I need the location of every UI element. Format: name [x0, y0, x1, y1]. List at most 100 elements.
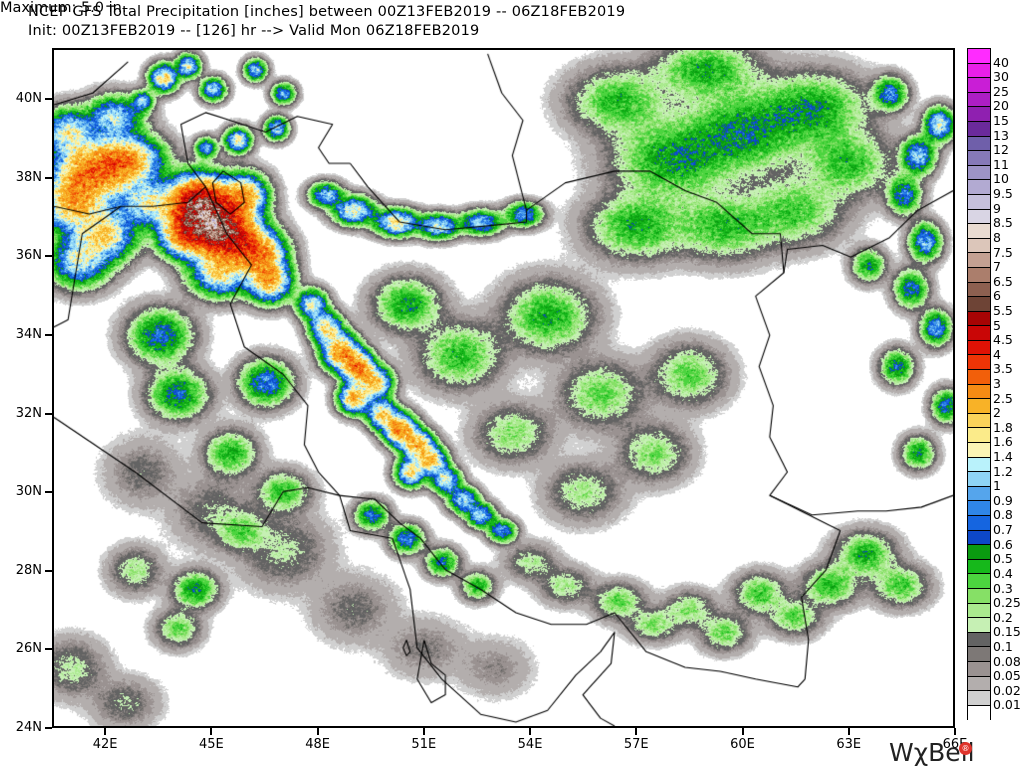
colorbar-label: 0.6	[993, 536, 1013, 552]
colorbar-label: 0.25	[993, 595, 1021, 611]
colorbar-label: 9	[993, 200, 1001, 216]
colorbar-label: 10	[993, 171, 1009, 187]
colorbar-label: 0.9	[993, 492, 1013, 508]
colorbar-swatch	[968, 618, 990, 633]
colorbar-label: 40	[993, 54, 1009, 70]
colorbar-swatch	[968, 311, 990, 327]
colorbar-label: 6	[993, 288, 1001, 304]
longitude-tick	[529, 728, 532, 735]
colorbar-swatch	[968, 559, 990, 575]
latitude-tick-label: 32N	[15, 405, 42, 421]
colorbar-label: 6.5	[993, 273, 1013, 289]
latitude-tick-label: 28N	[15, 562, 42, 578]
latitude-tick	[45, 569, 52, 572]
colorbar-swatch	[968, 151, 990, 166]
colorbar-tick-labels: 40 30 25 20 15 13 12 11 10 9.5 9 8.5 8 7.5 7 6.5 6 5.5 5 4.…	[993, 48, 1024, 720]
colorbar-label: 0.8	[993, 507, 1013, 523]
colorbar-label: 1.6	[993, 434, 1013, 450]
latitude-tick	[45, 255, 52, 258]
colorbar-swatch	[968, 632, 990, 648]
colorbar-swatch	[968, 676, 990, 692]
chart-title: NCEP GFS Total Precipitation [inches] be…	[28, 4, 626, 20]
colorbar-label: 5	[993, 317, 1001, 333]
colorbar-swatch	[968, 370, 990, 385]
colorbar-swatch	[968, 326, 990, 341]
colorbar-label: 0.02	[993, 682, 1021, 698]
chart-header: NCEP GFS Total Precipitation [inches] be…	[0, 0, 1024, 46]
latitude-tick	[45, 176, 52, 179]
colorbar-label: 8	[993, 229, 1001, 245]
colorbar-label: 0.1	[993, 638, 1013, 654]
colorbar-label: 0.15	[993, 624, 1021, 640]
colorbar-swatch	[968, 297, 990, 312]
colorbar-swatch	[968, 443, 990, 458]
latitude-tick	[45, 98, 52, 101]
longitude-tick-label: 63E	[836, 737, 862, 752]
longitude-tick-label: 42E	[92, 737, 118, 752]
longitude-tick	[210, 728, 213, 735]
colorbar-label: 9.5	[993, 186, 1013, 202]
latitude-tick-label: 24N	[15, 720, 42, 735]
colorbar-swatch	[968, 180, 990, 195]
colorbar-swatch	[968, 267, 990, 283]
colorbar-swatch	[968, 691, 990, 706]
longitude-tick-label: 51E	[411, 737, 437, 752]
colorbar-swatch	[968, 545, 990, 560]
longitude-tick	[741, 728, 744, 735]
colorbar-label: 0.3	[993, 580, 1013, 596]
longitude-tick	[847, 728, 850, 735]
colorbar-swatch	[968, 209, 990, 225]
colorbar-label: 11	[993, 156, 1009, 172]
colorbar-label: 3.5	[993, 361, 1013, 377]
colorbar-label: 1.8	[993, 419, 1013, 435]
colorbar-swatch	[968, 457, 990, 473]
colorbar-swatch	[968, 384, 990, 400]
colorbar-label: 0.08	[993, 653, 1021, 669]
latitude-tick	[45, 727, 52, 729]
colorbar-swatch	[968, 472, 990, 487]
latitude-tick-label: 38N	[15, 169, 42, 185]
colorbar-swatch	[968, 501, 990, 516]
longitude-tick-label: 57E	[623, 737, 649, 752]
colorbar-label: 0.01	[993, 697, 1021, 713]
colorbar-label: 8.5	[993, 215, 1013, 231]
chart-subtitle-init: Init: 00Z13FEB2019 -- [126] hr --> Valid…	[28, 23, 480, 39]
colorbar-label: 15	[993, 113, 1009, 129]
precipitation-map-plot	[52, 48, 955, 728]
colorbar-label: 2	[993, 405, 1001, 421]
colorbar-label: 0.5	[993, 551, 1013, 567]
colorbar-label: 12	[993, 142, 1009, 158]
latitude-tick	[45, 491, 52, 494]
longitude-tick	[954, 728, 956, 735]
colorbar-label: 25	[993, 83, 1009, 99]
colorbar-swatch	[968, 428, 990, 444]
precipitation-heatmap-canvas	[54, 50, 953, 726]
colorbar-label: 0.05	[993, 668, 1021, 684]
longitude-tick-label: 54E	[517, 737, 543, 752]
colorbar-swatch	[968, 224, 990, 239]
colorbar-swatch	[968, 705, 990, 721]
registered-trademark-icon: ®	[959, 742, 972, 755]
colorbar-swatch	[968, 282, 990, 298]
colorbar-swatch	[968, 107, 990, 122]
colorbar-swatch	[968, 530, 990, 546]
colorbar-swatch	[968, 136, 990, 152]
latitude-tick-label: 34N	[15, 326, 42, 342]
latitude-tick-label: 30N	[15, 484, 42, 500]
latitude-tick-label: 26N	[15, 641, 42, 657]
colorbar-swatch	[968, 603, 990, 619]
colorbar-swatch	[968, 355, 990, 371]
colorbar-swatch	[968, 574, 990, 589]
colorbar-label: 30	[993, 69, 1009, 85]
colorbar-swatch	[968, 486, 990, 502]
precipitation-colorbar	[967, 48, 991, 721]
colorbar-label: 0.2	[993, 609, 1013, 625]
colorbar-label: 4	[993, 346, 1001, 362]
latitude-tick-label: 40N	[15, 91, 42, 107]
colorbar-label: 13	[993, 127, 1009, 143]
colorbar-swatch	[968, 165, 990, 181]
colorbar-label: 0.7	[993, 522, 1013, 538]
longitude-tick-label: 45E	[198, 737, 224, 752]
latitude-tick	[45, 648, 52, 651]
longitude-tick	[316, 728, 319, 735]
